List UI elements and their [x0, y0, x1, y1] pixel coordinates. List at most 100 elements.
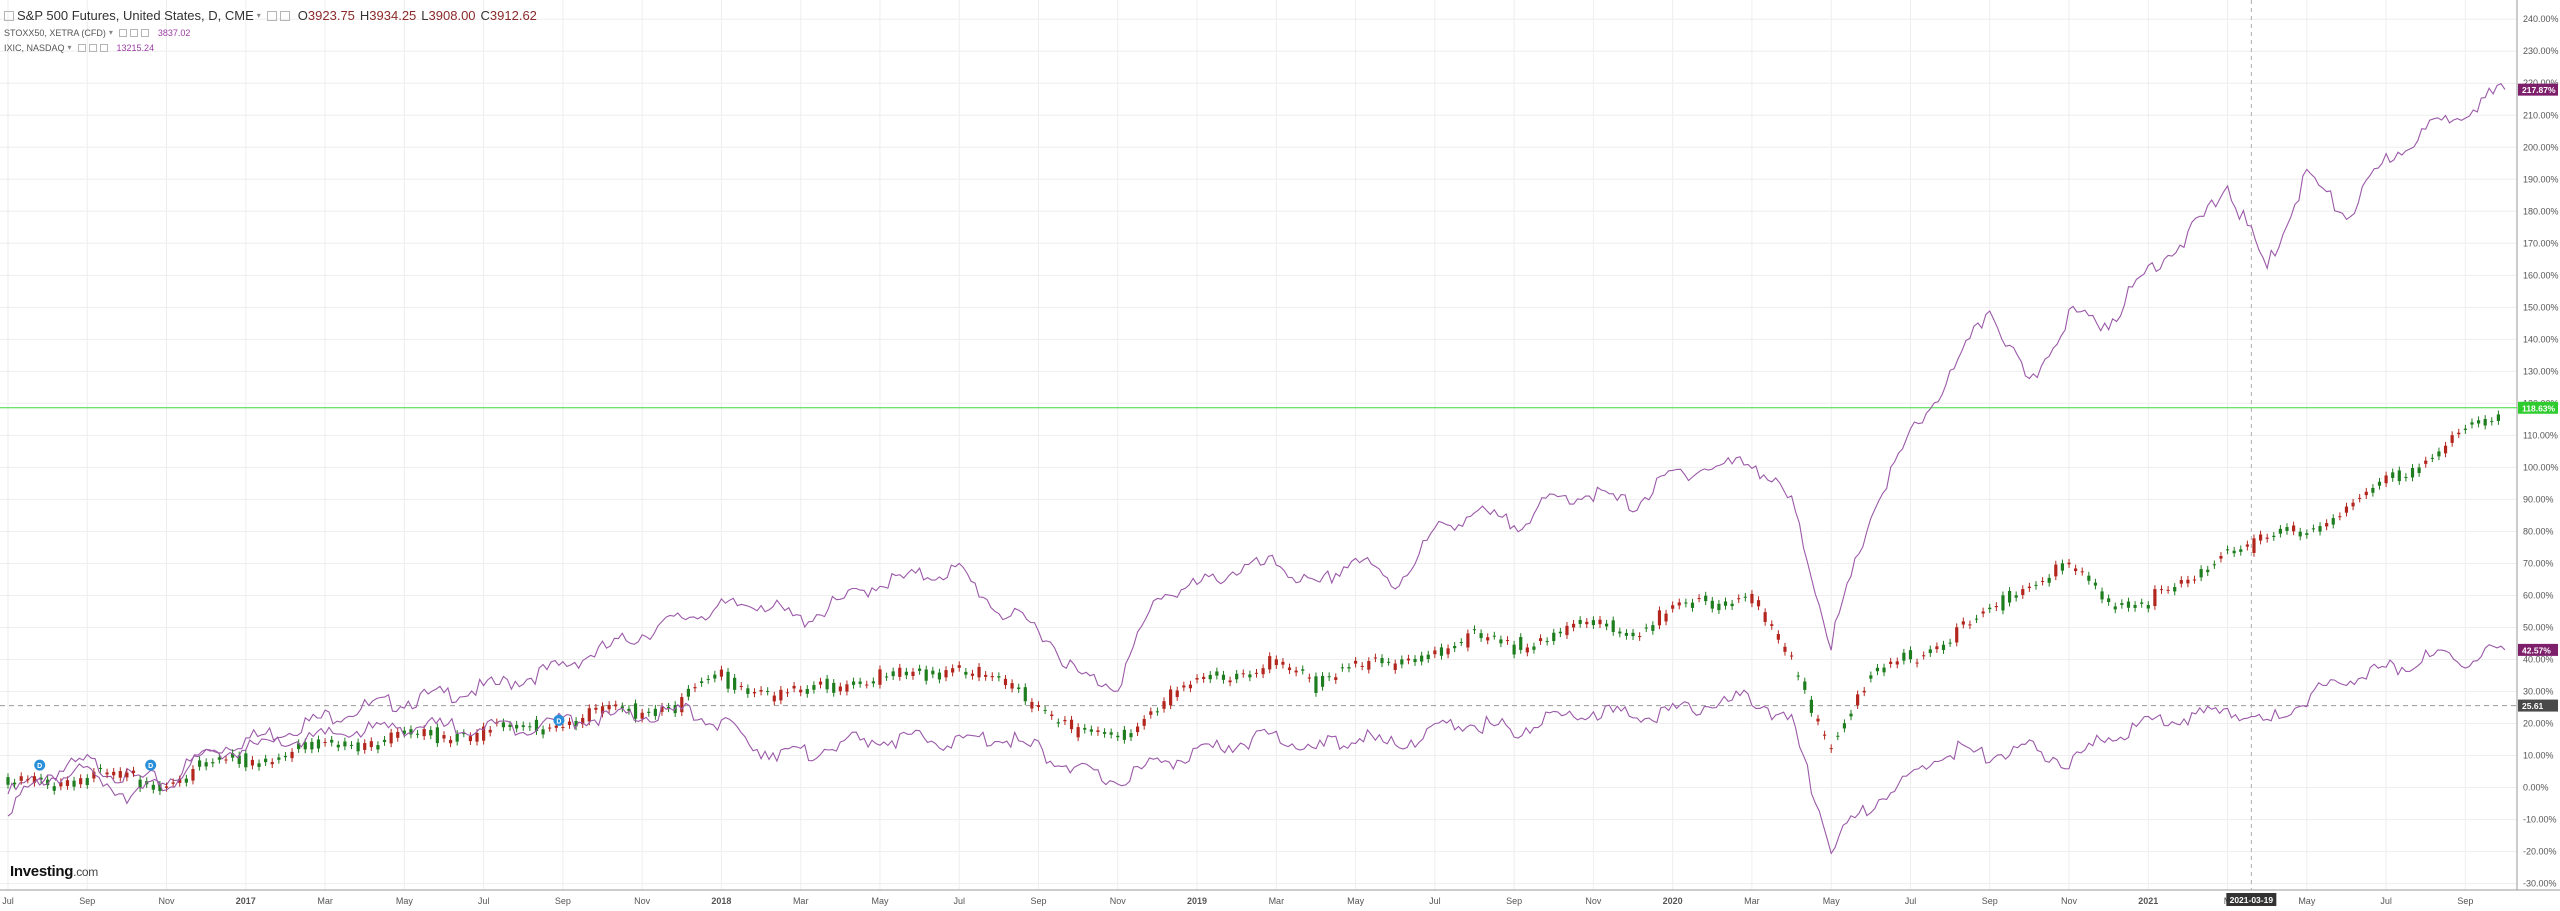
compare-remove-button[interactable] [99, 43, 108, 52]
candle-body [1175, 690, 1179, 697]
y-tick-label: -30.00% [2523, 879, 2557, 889]
compare-hide-button[interactable] [129, 28, 138, 37]
y-tick-label: 160.00% [2523, 270, 2559, 280]
candle-body [26, 779, 30, 781]
candle-body [818, 681, 823, 685]
candle-body [541, 729, 545, 735]
axis-price-tag [2518, 401, 2558, 414]
compare-symbol-title[interactable]: STOXX50, XETRA (CFD) [4, 27, 106, 38]
x-tick-label: May [2298, 896, 2316, 906]
candle-body [2212, 564, 2216, 566]
candle-body [442, 735, 446, 739]
candle-body [1710, 600, 1714, 609]
candle-body [2126, 601, 2131, 608]
candle-body [1202, 676, 1206, 680]
candle-body [1149, 711, 1153, 715]
candle-body [1849, 713, 1853, 717]
candle-body [832, 682, 836, 693]
candle-body [250, 759, 255, 766]
candle-body [164, 786, 169, 788]
y-tick-label: 220.00% [2523, 78, 2559, 88]
candle-body [1988, 607, 1992, 610]
candle-body [2417, 467, 2421, 473]
candle-body [2225, 549, 2230, 551]
candle-body [666, 706, 671, 709]
x-tick-label: Jul [478, 896, 490, 906]
candle-body [1010, 683, 1014, 689]
candle-body [1750, 593, 1754, 604]
candle-body [1512, 644, 1516, 655]
candle-body [52, 786, 56, 791]
candle-body [501, 722, 506, 728]
compare-settings-button[interactable] [77, 43, 86, 52]
candle-body [1003, 678, 1008, 686]
candle-body [1122, 729, 1126, 740]
candle-body [6, 777, 10, 785]
candle-body [766, 691, 770, 693]
candle-body [1869, 675, 1873, 679]
compare-symbol-title[interactable]: IXIC, NASDAQ [4, 42, 65, 53]
candle-body [1387, 661, 1391, 663]
candle-body [1056, 722, 1060, 724]
candle-body [224, 759, 228, 761]
candle-body [1195, 678, 1199, 680]
ohlc-low: L3908.00 [421, 8, 476, 23]
candle-body [1083, 727, 1087, 730]
dividend-marker-label: D [37, 763, 42, 770]
x-tick-label: May [871, 896, 889, 906]
candle-body [2179, 580, 2183, 584]
candle-body [706, 678, 710, 680]
candle-body [197, 760, 202, 767]
candle-body [72, 780, 76, 787]
candle-body [1737, 598, 1741, 600]
candle-body [1373, 657, 1378, 659]
compare-settings-button[interactable] [118, 28, 127, 37]
candle-body [204, 762, 208, 767]
hide-button[interactable] [279, 10, 290, 21]
main-symbol-title[interactable]: S&P 500 Futures, United States, D, CME [17, 8, 254, 23]
crosshair-date-tag [2226, 893, 2277, 906]
candle-body [435, 727, 439, 744]
candle-body [1188, 684, 1193, 689]
candle-body [1756, 600, 1761, 607]
chevron-down-icon[interactable]: ▾ [67, 43, 72, 52]
candle-body [1591, 620, 1595, 626]
candle-body [548, 727, 552, 729]
candle-body [65, 780, 70, 786]
candle-body [1109, 732, 1113, 735]
candle-body [1142, 718, 1146, 726]
candle-body [898, 667, 902, 677]
candle-body [561, 726, 565, 728]
y-tick-label: 110.00% [2523, 430, 2558, 440]
candle-body [911, 671, 915, 676]
candle-body [1486, 637, 1490, 641]
compare-hide-button[interactable] [88, 43, 97, 52]
candle-body [2490, 421, 2494, 423]
dividend-marker [34, 759, 46, 771]
candle-body [2153, 589, 2157, 607]
candle-body [2080, 571, 2084, 573]
x-tick-label: Sep [79, 896, 95, 906]
candle-body [944, 670, 948, 678]
candle-body [825, 678, 829, 690]
collapse-legend-button[interactable] [4, 10, 14, 21]
candle-body [587, 708, 591, 722]
settings-button[interactable] [266, 10, 277, 21]
chevron-down-icon[interactable]: ▾ [256, 11, 261, 20]
candle-body [2325, 523, 2329, 527]
candle-body [1704, 595, 1708, 602]
candle-body [1671, 605, 1675, 609]
candle-body [191, 769, 195, 781]
candle-body [32, 776, 37, 783]
x-tick-label: May [1823, 896, 1841, 906]
y-tick-label: 50.00% [2523, 622, 2554, 632]
compare-remove-button[interactable] [140, 28, 149, 37]
candle-body [59, 782, 63, 787]
legend-compare-row: STOXX50, XETRA (CFD) ▾ 3837.02 [4, 25, 542, 40]
candle-body [1770, 624, 1774, 626]
chevron-down-icon[interactable]: ▾ [108, 28, 113, 37]
candle-body [554, 725, 558, 728]
candle-body [1076, 727, 1080, 738]
